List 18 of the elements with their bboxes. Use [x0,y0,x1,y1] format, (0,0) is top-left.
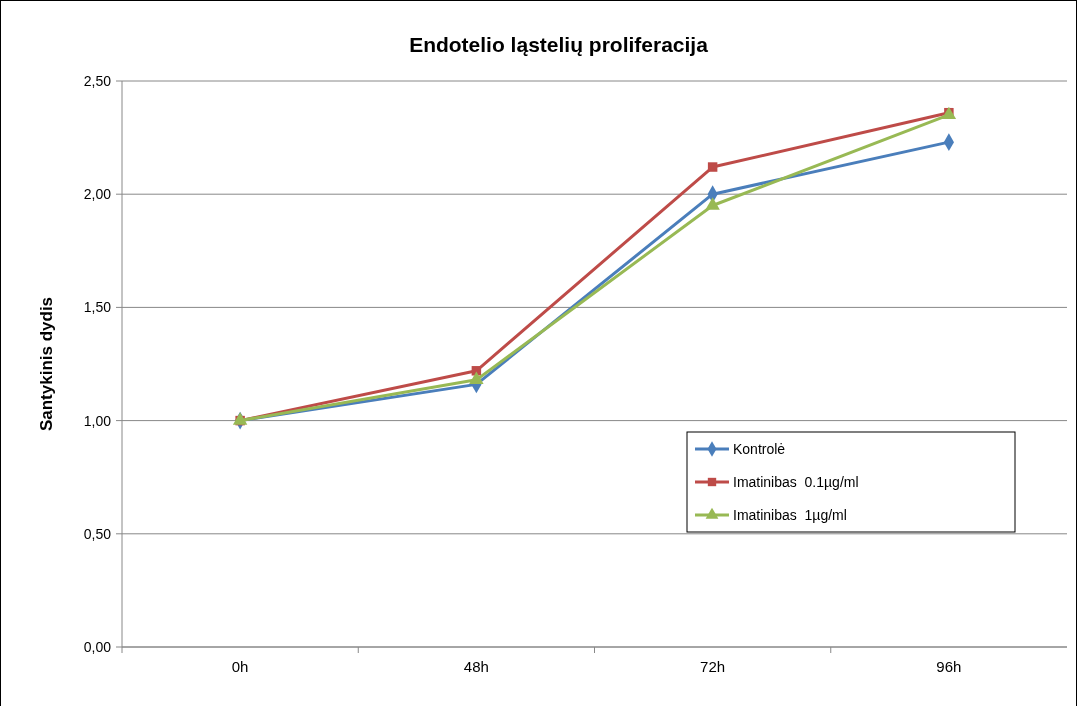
point [469,371,484,385]
legend-label: Kontrolė [733,440,786,457]
y-tick-label: 1,00 [83,412,112,429]
y-axis-title: Santykinis dydis [37,296,56,432]
y-tick-label: 0,00 [83,638,112,655]
y-tick-label: 2,00 [83,186,112,203]
x-tick-label: 96h [936,658,962,675]
x-tick-label: 48h [463,658,489,675]
point [705,197,720,210]
y-tick-label: 1,50 [83,299,112,316]
chart-title: Endotelio ląstelių proliferacija [409,33,709,56]
x-tick-label: 72h [700,658,726,675]
x-tick-label: 0h [231,658,249,675]
legend-label: Imatinibas 0.1µg/ml [733,473,859,490]
legend-label: Imatinibas 1µg/ml [733,506,847,523]
y-tick-label: 2,50 [83,72,112,89]
point [707,162,718,172]
y-tick-label: 0,50 [83,525,112,542]
